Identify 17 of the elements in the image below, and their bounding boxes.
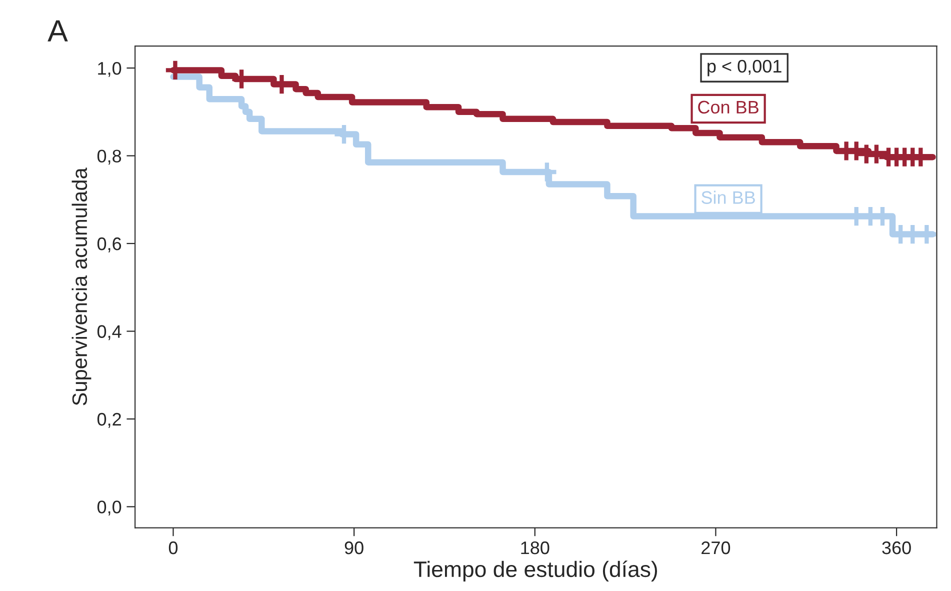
y-tick-label: 0,0 [97,500,122,516]
chart-title: A [48,20,68,42]
y-tick-label: 0,8 [97,150,122,165]
x-tick-label: 180 [521,541,550,554]
annotation: p < 0,001 [708,60,782,76]
series-label: Con BB [698,100,758,114]
y-tick-label: 1,0 [98,62,122,77]
series-label: Sin BB [702,190,755,204]
y-axis-title: Supervivencia acumulada [72,168,92,406]
y-tick-label: 0,4 [97,325,122,340]
x-tick-label: 90 [344,541,364,554]
x-axis-title: Tiempo de estudio (días) [414,560,658,582]
x-tick-label: 270 [702,541,730,554]
y-tick-label: 0,6 [97,237,122,252]
x-tick-label: 0 [168,541,178,554]
x-tick-label: 360 [882,541,911,554]
y-tick-label: 0,2 [97,412,121,428]
